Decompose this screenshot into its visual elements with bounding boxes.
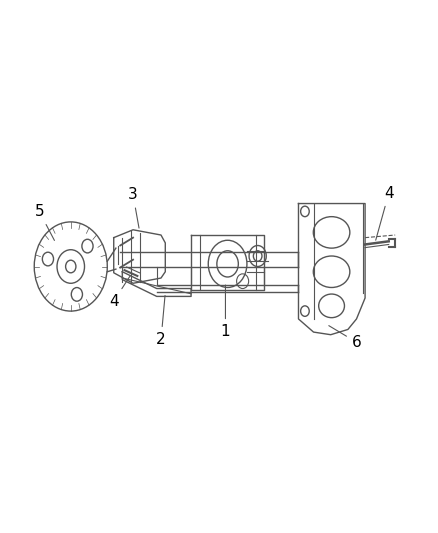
- Text: 6: 6: [329, 326, 361, 350]
- Text: 4: 4: [109, 276, 130, 309]
- Text: 1: 1: [221, 285, 230, 339]
- Text: 5: 5: [35, 204, 54, 240]
- Text: 4: 4: [376, 186, 393, 240]
- Text: 2: 2: [156, 295, 166, 347]
- Text: 3: 3: [128, 188, 139, 228]
